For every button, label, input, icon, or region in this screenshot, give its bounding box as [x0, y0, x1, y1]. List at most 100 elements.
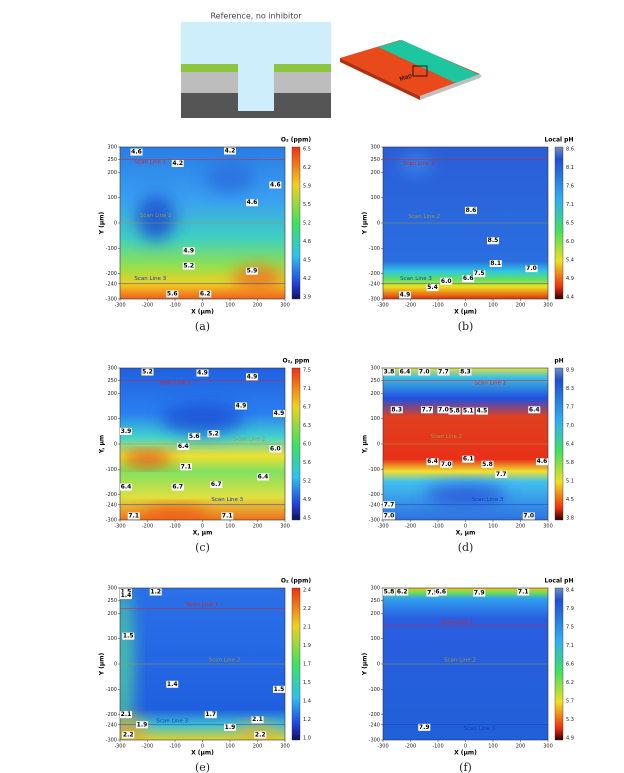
colorbar-tick-label: 6.2: [566, 680, 574, 686]
annotation-box: [465, 206, 477, 214]
annotation: 6.7: [172, 484, 183, 491]
map-box: [412, 65, 428, 77]
panel-caption: (f): [459, 761, 472, 773]
colorbar-tick-label: 6.5: [566, 221, 574, 227]
annotation: 4.2: [172, 160, 183, 167]
annotation: 7.1: [518, 589, 529, 596]
x-tick-label: 300: [280, 744, 290, 750]
annotation-box: [171, 159, 184, 167]
colorbar-tick-label: 3.8: [566, 516, 574, 522]
annotation: 4.6: [131, 149, 142, 156]
annotation-box: [122, 731, 135, 739]
annotation: 1.2: [150, 589, 161, 596]
x-tick-label: -200: [405, 744, 416, 750]
annotation: 8.5: [488, 237, 499, 244]
y-tick-label: 200: [107, 611, 117, 617]
annotation-box: [177, 443, 190, 451]
annotation-box: [473, 589, 486, 597]
colorbar-tick-label: 5.5: [303, 202, 311, 208]
annotation: 5.2: [142, 369, 153, 376]
panel-caption: (e): [195, 761, 210, 773]
coating: [181, 64, 238, 72]
x-axis-label: X (µm): [191, 309, 214, 316]
colorbar-tick-label: 5.2: [303, 479, 311, 485]
annotation-box: [224, 723, 236, 731]
y-tick-label: 250: [107, 378, 117, 384]
y-tick-label: 200: [370, 170, 380, 176]
colorbar-tick-label: 7.0: [566, 423, 574, 429]
annotation: 7.7: [384, 501, 395, 508]
annotation-box: [251, 716, 264, 724]
heatmap-region: [205, 162, 255, 193]
annotation-box: [182, 247, 195, 255]
annotation: 7.7: [422, 406, 433, 413]
annotation: 6.4: [258, 473, 269, 480]
annotation: 4.5: [477, 408, 488, 415]
annotation-box: [273, 685, 285, 693]
annotation: 1.5: [121, 589, 132, 596]
annotation-box: [269, 181, 282, 189]
annotation: 5.8: [384, 589, 395, 596]
annotation: 4.9: [400, 292, 411, 299]
y-tick-label: -100: [106, 687, 117, 693]
y-tick-label: 250: [107, 598, 117, 604]
annotation-box: [188, 432, 201, 440]
y-tick-label: -200: [106, 712, 117, 718]
colorbar-tick-label: 4.4: [566, 295, 574, 301]
x-tick-label: 100: [225, 744, 235, 750]
colorbar-tick-label: 4.8: [303, 239, 311, 245]
colorbar-tick-label: 1.5: [303, 680, 311, 686]
scan-line-label: Scan Line 3: [400, 276, 432, 282]
annotation: 1.5: [123, 633, 134, 640]
colorbar-tick-label: 4.5: [566, 497, 574, 503]
strip-edge: [420, 74, 480, 100]
colorbar-tick-label: 4.2: [303, 276, 311, 282]
colorbar-tick-label: 6.3: [303, 423, 311, 429]
x-tick-label: -300: [377, 744, 388, 750]
y-tick-label: 100: [107, 416, 117, 422]
colorbar-title: Local pH: [544, 578, 573, 585]
annotation-box: [448, 407, 461, 415]
annotation-box: [437, 406, 450, 414]
y-tick-label: 100: [107, 195, 117, 201]
colorbar-title: pH: [554, 358, 563, 365]
annotation: 4.6: [247, 199, 258, 206]
scan-line-label: Scan Line 3: [472, 497, 504, 503]
y-tick-label: 250: [370, 378, 380, 384]
annotation: 7.7: [438, 369, 449, 376]
x-axis-label: X (µm): [454, 309, 477, 316]
y-tick-label: 300: [370, 366, 380, 372]
panel: Scan Line 1 Scan Line 2 Scan Line 3 -300 -20…: [99, 137, 312, 334]
annotation: 1.9: [137, 721, 148, 728]
colorbar-tick-label: 6.6: [566, 662, 574, 668]
scratch-3d: [378, 40, 482, 84]
colorbar-tick-label: 4.9: [566, 276, 574, 282]
annotation: 7.0: [438, 406, 449, 413]
heatmap-region: [122, 452, 173, 466]
annotation-box: [224, 147, 236, 155]
annotation-box: [396, 588, 409, 596]
scan-line-label: Scan Line 1: [403, 161, 435, 167]
colorbar-tick-label: 5.2: [303, 221, 311, 227]
colorbar-tick-label: 7.6: [566, 184, 574, 190]
annotation: 5.4: [427, 284, 438, 291]
y-tick-label: -200: [369, 712, 380, 718]
annotation-box: [528, 406, 541, 414]
annotation-box: [426, 458, 439, 466]
annotation: 2.1: [252, 716, 263, 723]
y-tick-label: 300: [107, 145, 117, 151]
annotation-box: [476, 407, 488, 415]
annotation: 7.1: [222, 513, 233, 520]
scan-line-label: Scan Line 1: [474, 381, 506, 387]
panel: Scan Line 1 Scan Line 2 Scan Line 3 -300 -20…: [99, 578, 312, 773]
x-tick-label: 300: [280, 303, 290, 309]
colorbar-tick-label: 2.4: [303, 588, 311, 594]
y-tick-label: 300: [107, 366, 117, 372]
annotation-box: [120, 592, 132, 600]
annotation: 7.9: [419, 724, 430, 731]
y-tick-label: -300: [369, 518, 380, 524]
annotation-box: [204, 711, 217, 719]
annotation-box: [149, 588, 162, 596]
annotation-box: [246, 373, 258, 381]
annotation: 8.3: [460, 369, 471, 376]
